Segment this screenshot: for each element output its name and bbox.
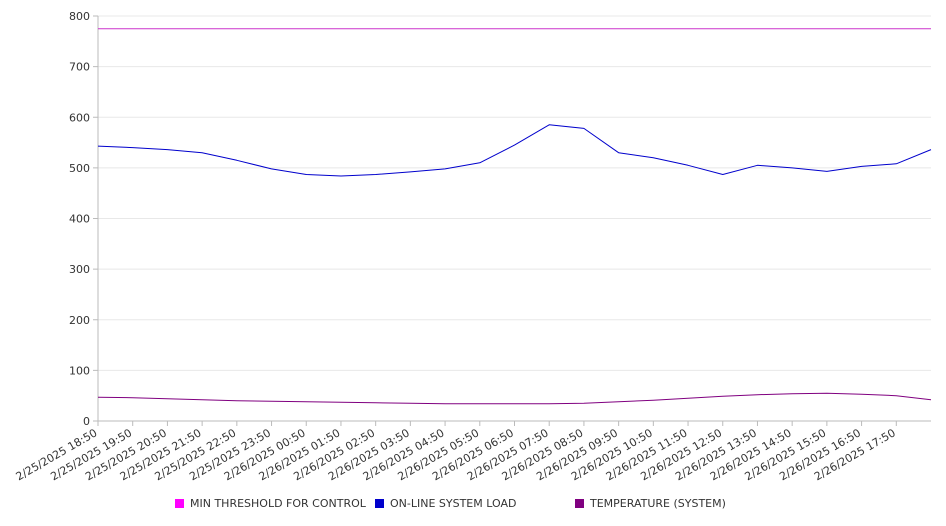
y-tick-label: 800 [69, 10, 90, 23]
y-tick-label: 600 [69, 111, 90, 124]
legend-item-min-threshold: MIN THRESHOLD FOR CONTROL [175, 497, 366, 510]
series-lines [97, 28, 932, 405]
legend-item-temperature: TEMPERATURE (SYSTEM) [575, 497, 726, 510]
legend-label: ON-LINE SYSTEM LOAD [390, 497, 517, 510]
x-axis-ticks: 2/25/2025 18:502/25/2025 19:502/25/2025 … [14, 421, 898, 483]
legend-label: MIN THRESHOLD FOR CONTROL [190, 497, 366, 510]
series-line-1 [97, 124, 932, 177]
series-line-2 [97, 392, 932, 405]
y-axis-ticks: 0 100 200 300 400 500 600 700 800 [69, 10, 98, 428]
legend: MIN THRESHOLD FOR CONTROL ON-LINE SYSTEM… [0, 497, 946, 515]
legend-label: TEMPERATURE (SYSTEM) [590, 497, 726, 510]
legend-swatch [375, 499, 384, 508]
legend-item-system-load: ON-LINE SYSTEM LOAD [375, 497, 516, 510]
y-tick-label: 400 [69, 213, 90, 226]
y-tick-label: 700 [69, 61, 90, 74]
grid-lines [98, 15, 931, 371]
legend-swatch [175, 499, 184, 508]
y-tick-label: 300 [69, 263, 90, 276]
y-tick-label: 500 [69, 162, 90, 175]
y-tick-label: 200 [69, 314, 90, 327]
y-tick-label: 0 [83, 415, 90, 428]
y-tick-label: 100 [69, 364, 90, 377]
legend-swatch [575, 499, 584, 508]
